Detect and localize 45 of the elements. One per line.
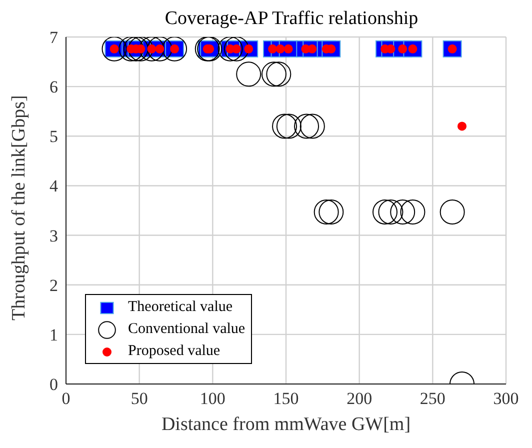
point — [139, 37, 164, 62]
legend-label: Proposed value — [128, 342, 220, 360]
y-tick-label: 4 — [50, 176, 58, 196]
y-axis-title: Throughput of the link[Gbps] — [8, 95, 30, 320]
point — [458, 122, 466, 131]
x-tick-label: 300 — [493, 389, 519, 408]
chart-title: Coverage-AP Traffic relationship — [164, 8, 420, 30]
point — [390, 199, 416, 224]
x-tick-label: 50 — [130, 389, 148, 408]
point — [123, 37, 148, 62]
legend-label: Conventional value — [128, 320, 246, 338]
point — [272, 114, 298, 139]
point — [276, 114, 302, 139]
point — [224, 37, 249, 62]
y-tick-label: 3 — [50, 226, 58, 246]
point — [102, 37, 127, 62]
point — [147, 37, 172, 62]
x-tick-label: 100 — [200, 389, 226, 408]
x-tick-label: 150 — [273, 389, 299, 408]
point — [266, 62, 292, 87]
point — [294, 114, 320, 139]
y-tick-label: 2 — [50, 276, 58, 295]
point — [218, 37, 243, 62]
point — [261, 62, 286, 87]
point — [118, 37, 144, 62]
point — [372, 199, 398, 224]
point — [300, 114, 325, 139]
point — [318, 199, 344, 224]
legend-label: Theoretical value — [128, 298, 233, 316]
point — [162, 37, 188, 62]
x-tick-label: 200 — [346, 389, 372, 408]
y-tick-label: 0 — [50, 375, 58, 394]
point — [378, 199, 404, 224]
point — [236, 62, 262, 87]
point — [400, 199, 426, 224]
y-tick-label: 1 — [50, 325, 58, 344]
x-tick-label: 0 — [62, 389, 70, 408]
y-tick-label: 6 — [50, 78, 58, 97]
point — [440, 199, 465, 224]
x-tick-label: 250 — [420, 389, 446, 408]
y-tick-label: 7 — [50, 28, 58, 48]
point — [128, 37, 154, 62]
x-axis-title: Distance from mmWave GW[m] — [161, 414, 411, 435]
point — [314, 199, 339, 224]
y-tick-label: 5 — [50, 127, 58, 146]
